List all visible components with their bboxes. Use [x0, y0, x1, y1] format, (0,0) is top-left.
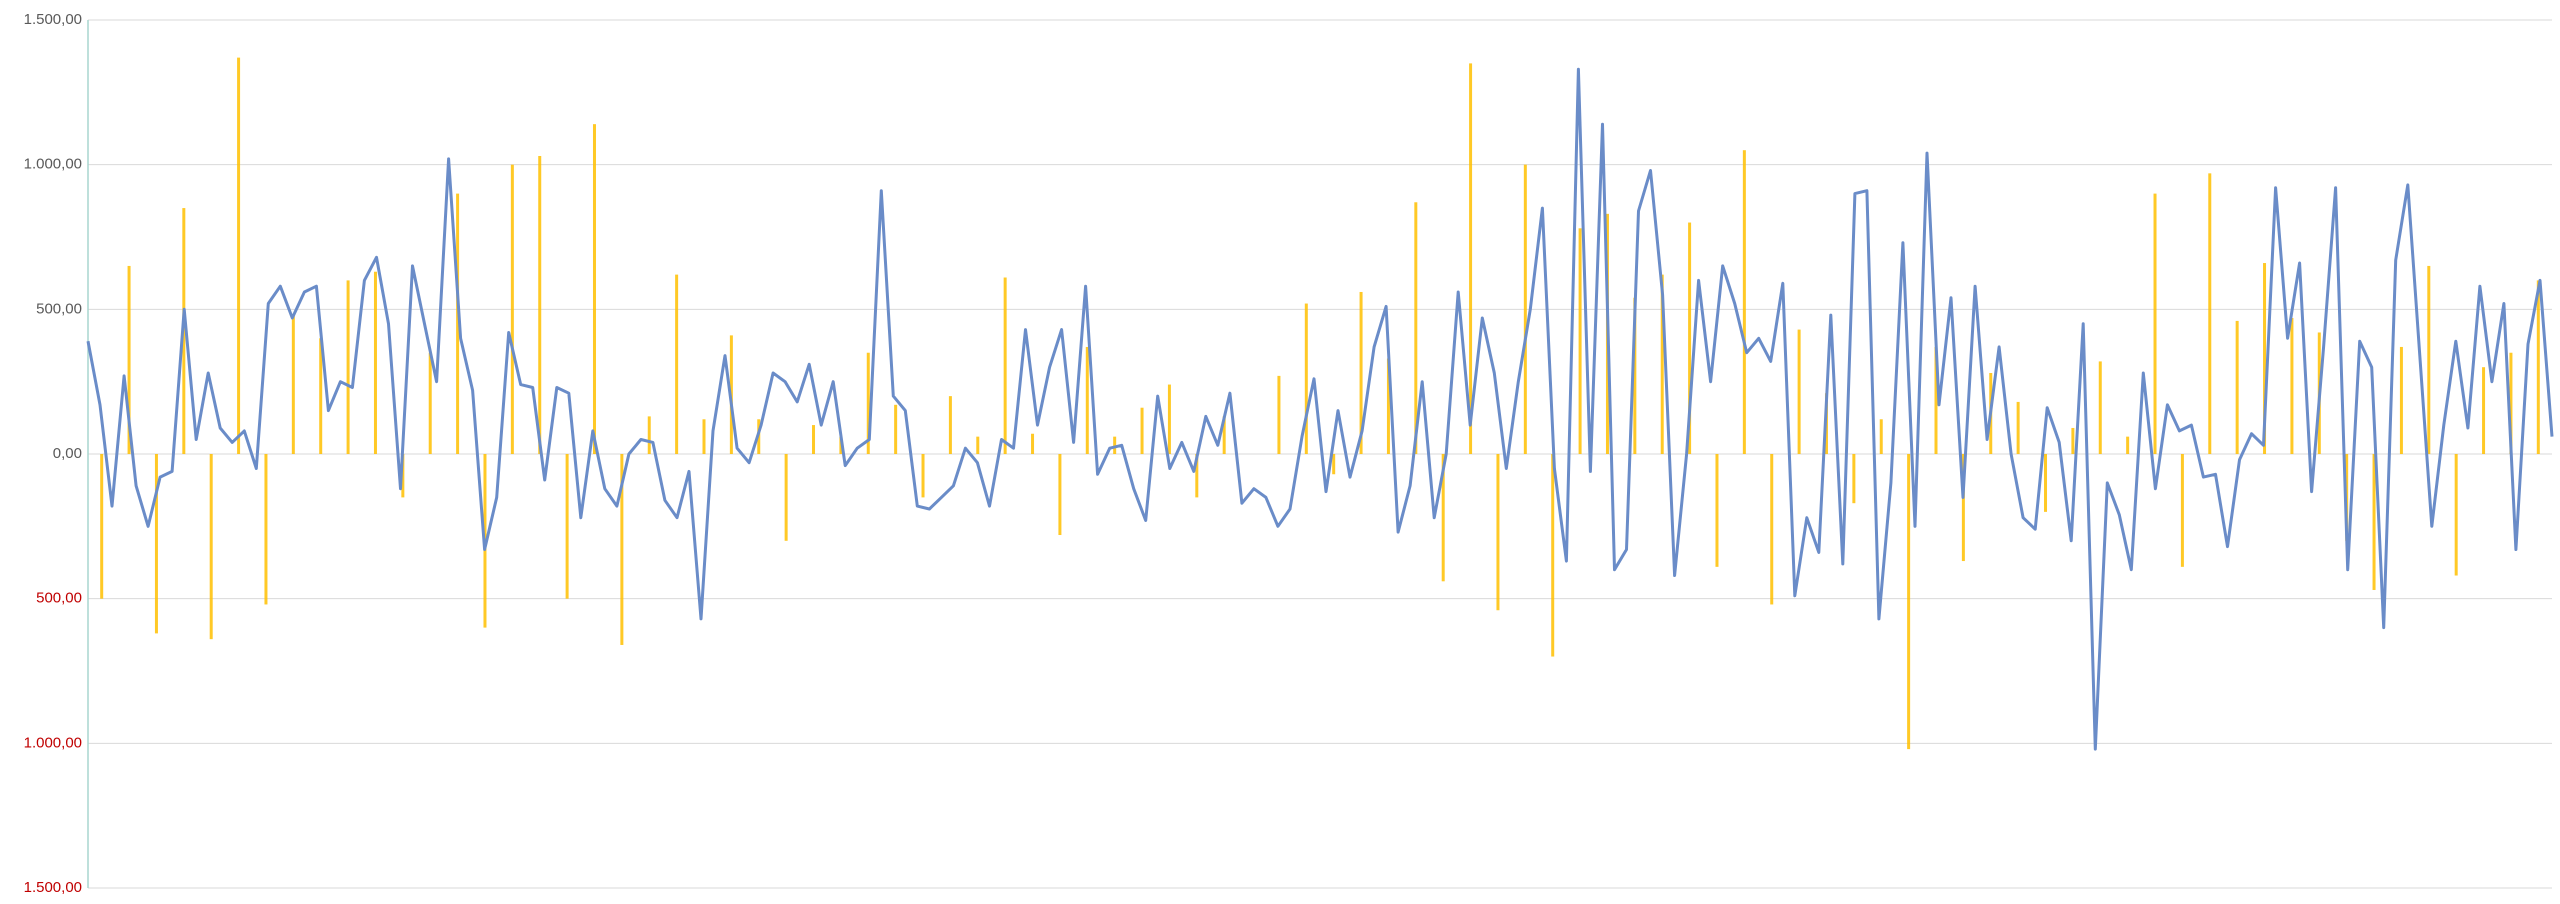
bar — [592, 124, 596, 454]
bar — [1496, 454, 1500, 611]
bar — [2098, 361, 2102, 454]
bar — [1742, 150, 1746, 454]
bar — [921, 454, 925, 498]
bar — [1195, 454, 1199, 498]
bar — [2208, 173, 2212, 454]
bar — [2290, 318, 2294, 454]
bar — [1085, 346, 1089, 454]
bar — [2454, 454, 2458, 576]
bar — [894, 404, 898, 454]
bar — [1441, 454, 1445, 582]
bar — [2126, 436, 2130, 454]
bar — [1414, 202, 1418, 454]
y-tick-label: 1.500,00 — [24, 11, 82, 28]
bar — [948, 396, 952, 454]
bar — [1058, 454, 1062, 536]
bar — [620, 454, 624, 645]
bar — [1715, 454, 1719, 567]
bar — [237, 57, 241, 454]
bar — [647, 416, 651, 454]
bar — [1934, 346, 1938, 454]
y-tick-label: 500,00 — [36, 300, 82, 317]
bar — [1852, 454, 1856, 504]
bar — [2180, 454, 2184, 567]
bar — [1332, 454, 1336, 475]
bar — [702, 419, 706, 454]
bar — [2235, 320, 2239, 454]
bar — [346, 280, 350, 454]
bar — [373, 271, 377, 454]
bar — [565, 454, 569, 599]
bar — [2536, 280, 2540, 454]
bar — [1003, 277, 1007, 454]
bar — [538, 155, 542, 454]
y-tick-label: 1.000,00 — [24, 156, 82, 173]
bar — [1688, 222, 1692, 454]
bar — [291, 315, 295, 454]
bar — [319, 338, 323, 454]
bar — [1140, 407, 1144, 454]
bar — [1660, 274, 1664, 454]
bar — [1277, 375, 1281, 454]
bar — [976, 436, 980, 454]
bar — [2482, 367, 2486, 454]
y-tick-label: 500,00 — [36, 590, 82, 607]
bar — [510, 164, 514, 454]
bar — [127, 265, 131, 454]
bar — [1469, 63, 1473, 455]
bar — [2153, 193, 2157, 454]
bar — [1031, 433, 1035, 454]
bar — [675, 274, 679, 454]
bar — [2263, 263, 2267, 454]
bar — [1167, 384, 1171, 454]
bar — [154, 454, 158, 634]
bar — [209, 454, 213, 640]
bar — [1551, 454, 1555, 657]
bar — [1961, 454, 1965, 562]
bar — [1222, 416, 1226, 454]
y-tick-label: 1.000,00 — [24, 734, 82, 751]
bar — [1770, 454, 1774, 605]
bar — [812, 425, 816, 454]
bar — [1578, 228, 1582, 454]
bar — [784, 454, 788, 541]
line — [86, 67, 2554, 751]
bar — [401, 454, 405, 498]
bar — [456, 193, 460, 454]
bar — [2016, 401, 2020, 454]
bar — [100, 454, 104, 599]
bar — [1386, 358, 1390, 454]
bar — [2427, 265, 2431, 454]
bar — [1523, 164, 1527, 454]
bar — [264, 454, 268, 605]
bar — [2372, 454, 2376, 590]
bar — [1633, 297, 1637, 454]
bar — [1113, 436, 1117, 454]
bar — [2044, 454, 2048, 512]
bar — [1359, 291, 1363, 454]
bar — [428, 352, 432, 454]
bar — [2509, 352, 2513, 454]
bar — [2071, 427, 2075, 454]
y-tick-label: 0,00 — [53, 445, 82, 462]
bar — [1879, 419, 1883, 454]
bar — [1304, 303, 1308, 454]
bar — [866, 352, 870, 454]
bar — [1797, 329, 1801, 454]
y-tick-label: 1.500,00 — [24, 879, 82, 896]
bar — [2399, 346, 2403, 454]
bar — [1907, 454, 1911, 750]
